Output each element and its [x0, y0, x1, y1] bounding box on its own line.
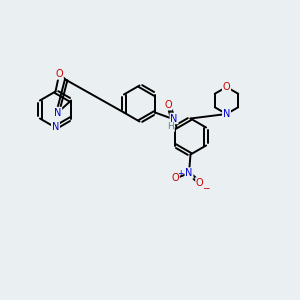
Text: N: N: [52, 122, 59, 133]
Text: N: N: [223, 109, 230, 119]
Text: O: O: [196, 178, 203, 188]
Text: O: O: [172, 173, 179, 184]
Text: O: O: [223, 82, 230, 92]
Text: N: N: [170, 113, 178, 124]
Text: O: O: [164, 100, 172, 110]
Text: N: N: [185, 168, 193, 178]
Text: +: +: [177, 169, 184, 178]
Text: N: N: [54, 107, 62, 118]
Text: O: O: [56, 69, 63, 79]
Text: H: H: [168, 122, 174, 131]
Text: −: −: [202, 184, 209, 193]
